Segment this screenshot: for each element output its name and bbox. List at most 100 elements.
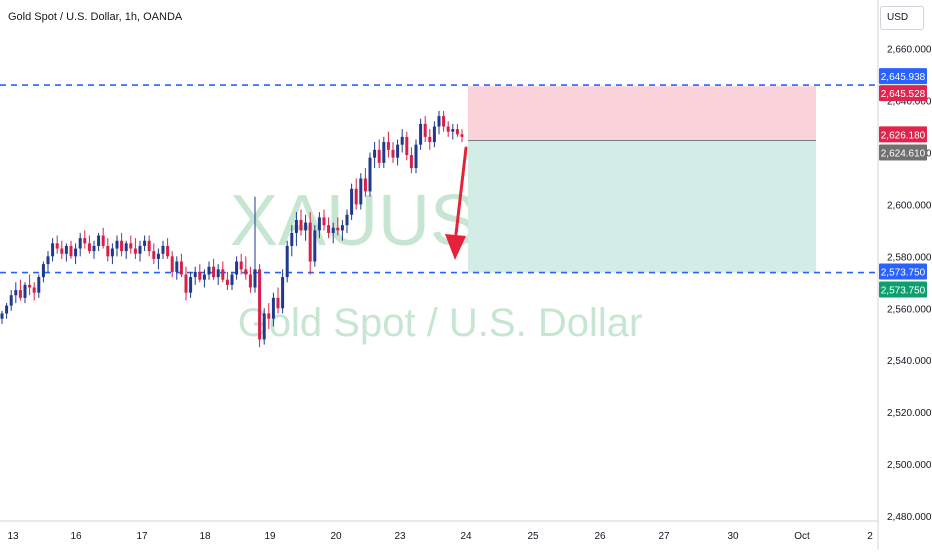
candle bbox=[386, 131, 390, 158]
candle bbox=[5, 303, 9, 319]
candle bbox=[253, 196, 257, 293]
candle bbox=[336, 217, 340, 236]
candle-body bbox=[382, 142, 386, 163]
arrow-shaft bbox=[454, 146, 468, 236]
candle-body bbox=[460, 134, 464, 137]
candle bbox=[41, 261, 45, 283]
candle-body bbox=[253, 269, 257, 288]
candle-body bbox=[368, 157, 372, 192]
candle bbox=[69, 240, 73, 259]
candle bbox=[230, 271, 234, 291]
candle bbox=[331, 222, 335, 244]
candle bbox=[308, 212, 312, 275]
x-tick-label: 27 bbox=[658, 531, 670, 542]
candle-body bbox=[51, 243, 55, 257]
candle-body bbox=[179, 261, 183, 275]
candle bbox=[414, 139, 418, 174]
candle-body bbox=[69, 245, 73, 257]
y-tick-label: 2,640.000 bbox=[887, 97, 932, 108]
candle bbox=[170, 251, 174, 278]
y-tick-label: 2,580.000 bbox=[887, 252, 932, 263]
candle bbox=[244, 256, 248, 280]
candle bbox=[359, 173, 363, 210]
price-label-bg bbox=[879, 126, 927, 143]
candle-body bbox=[18, 290, 22, 298]
candle bbox=[409, 147, 413, 174]
candle bbox=[147, 235, 151, 257]
candle bbox=[267, 303, 271, 330]
candle bbox=[258, 264, 262, 348]
price-label-text: 2,573.750 bbox=[881, 286, 926, 297]
candle bbox=[382, 136, 386, 169]
candle bbox=[304, 214, 308, 241]
y-tick-label: 2,540.000 bbox=[887, 356, 932, 367]
y-tick-label: 2,500.000 bbox=[887, 460, 932, 471]
candle-body bbox=[400, 136, 404, 145]
candle-body bbox=[161, 245, 165, 254]
take-profit-zone[interactable] bbox=[468, 140, 816, 273]
candle-body bbox=[129, 243, 133, 249]
candle-body bbox=[271, 297, 275, 319]
candle bbox=[83, 230, 87, 249]
candle bbox=[166, 238, 170, 259]
stop-loss-zone[interactable] bbox=[468, 86, 816, 141]
candle bbox=[202, 269, 206, 288]
candle bbox=[317, 212, 321, 239]
x-tick-label: 16 bbox=[70, 531, 82, 542]
x-tick-label: 20 bbox=[330, 531, 342, 542]
candle-body bbox=[28, 284, 32, 288]
candle-body bbox=[363, 178, 367, 192]
symbol-title[interactable]: Gold Spot / U.S. Dollar, 1h, OANDA bbox=[8, 11, 183, 23]
candle bbox=[437, 110, 441, 135]
candle bbox=[281, 269, 285, 314]
candle bbox=[290, 225, 294, 257]
time-axis-ticks: 13 16 17 18 19 20 23 24 25 26 27 30 Oct 2 bbox=[7, 531, 873, 542]
x-tick-label: 2 bbox=[867, 531, 873, 542]
candle-body bbox=[414, 144, 418, 169]
price-label: 2,573.750 bbox=[879, 263, 927, 280]
candle-body bbox=[239, 261, 243, 270]
candle bbox=[161, 240, 165, 259]
candle-body bbox=[41, 264, 45, 278]
candle-body bbox=[120, 240, 124, 252]
candle bbox=[110, 243, 114, 265]
candle-body bbox=[451, 129, 455, 132]
candle bbox=[340, 219, 344, 241]
currency-selector[interactable]: USD bbox=[880, 6, 924, 30]
candle-body bbox=[437, 116, 441, 127]
candle-body bbox=[359, 178, 363, 205]
candle-body bbox=[340, 225, 344, 231]
candle bbox=[350, 183, 354, 220]
candle bbox=[207, 261, 211, 280]
candle-body bbox=[281, 277, 285, 309]
candle-body bbox=[331, 227, 335, 233]
x-tick-label: 13 bbox=[7, 531, 19, 542]
candle-body bbox=[110, 248, 114, 257]
candlestick-series bbox=[0, 110, 464, 348]
candle-body bbox=[78, 238, 82, 249]
candle bbox=[373, 142, 377, 169]
price-label-text: 2,626.180 bbox=[881, 130, 926, 141]
candle bbox=[74, 243, 78, 265]
watermark-name: Gold Spot / U.S. Dollar bbox=[238, 301, 643, 345]
candle bbox=[106, 238, 110, 262]
price-label-text: 2,645.528 bbox=[881, 89, 926, 100]
y-tick-label: 2,520.000 bbox=[887, 408, 932, 419]
candle bbox=[285, 240, 289, 283]
candle-body bbox=[373, 149, 377, 158]
y-tick-label: 2,480.000 bbox=[887, 512, 932, 523]
candle bbox=[455, 123, 459, 137]
candle-body bbox=[276, 297, 280, 309]
arrow-head bbox=[445, 234, 466, 260]
candle bbox=[32, 282, 36, 301]
candle-body bbox=[354, 188, 358, 205]
x-tick-label: 18 bbox=[199, 531, 211, 542]
candle-body bbox=[294, 219, 298, 233]
candle bbox=[428, 129, 432, 150]
candle bbox=[400, 129, 404, 153]
candle bbox=[179, 253, 183, 278]
y-tick-label: 2,660.000 bbox=[887, 45, 932, 56]
candle bbox=[419, 118, 423, 150]
